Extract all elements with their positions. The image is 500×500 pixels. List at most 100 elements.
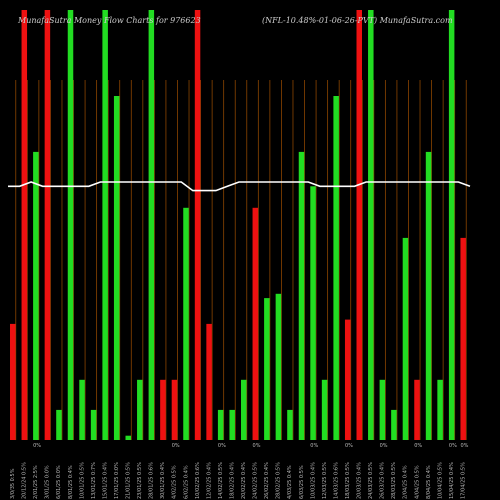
date-label: 8/04/25 0:4% — [426, 465, 432, 499]
bar — [21, 10, 28, 440]
bars — [10, 10, 466, 440]
bar — [148, 10, 155, 440]
bar — [437, 379, 443, 440]
date-label: 4/04/25 0:5% — [414, 465, 420, 499]
bar — [368, 10, 374, 440]
bar — [56, 409, 62, 440]
bar — [90, 409, 97, 440]
date-label: 26/02/25 0:4% — [264, 462, 270, 499]
date-label: 8/01/25 0:4% — [68, 465, 74, 499]
percent-mark: 0% — [172, 443, 180, 449]
bar — [10, 323, 16, 440]
date-label: 4/02/25 0:5% — [172, 465, 178, 499]
bar — [425, 151, 432, 440]
date-label: 10/01/25 0:5% — [79, 462, 85, 499]
date-label: 28/03/25 0:5% — [391, 462, 397, 499]
bar — [275, 293, 282, 440]
percent-mark: 0% — [414, 443, 422, 449]
date-label: 20/03/25 0:4% — [357, 462, 363, 499]
date-label: 13/01/25 0:7% — [91, 462, 97, 499]
bar — [183, 207, 189, 440]
bar — [356, 10, 362, 440]
date-label: 24/03/25 0:5% — [368, 462, 374, 499]
date-labels: 3/0/35 0:5% 20/12/24 0:5% 2/01/25 2:5% 3/01… — [10, 462, 466, 499]
date-label: 17/01/25 0:0% — [114, 462, 120, 499]
date-label: 6/02/25 0:4% — [183, 465, 189, 499]
date-label: 28/01/25 0:6% — [149, 462, 155, 499]
bar — [137, 379, 143, 440]
date-label: 15/01/25 0:4% — [102, 462, 108, 499]
bar — [113, 96, 120, 440]
percent-mark: 0% — [345, 443, 353, 449]
percent-mark: 0% — [218, 443, 226, 449]
date-label: 24/02/25 0:5% — [253, 462, 259, 499]
bar — [125, 435, 131, 440]
bar — [391, 409, 397, 440]
date-label: 3/0/35 0:5% — [10, 468, 16, 499]
bar — [460, 237, 466, 440]
date-label: 18/02/25 0:4% — [229, 462, 235, 499]
date-label: 17/04/25 0:5% — [460, 462, 466, 499]
series-line — [8, 181, 471, 192]
date-label: 30/01/25 0:4% — [160, 462, 166, 499]
bar — [321, 379, 328, 440]
bar — [448, 10, 455, 440]
date-label: 12/03/25 0:5% — [322, 462, 328, 499]
date-label: 14/03/25 0:6% — [333, 462, 339, 499]
date-label: 10/04/25 0:5% — [437, 462, 443, 499]
date-label: 10/02/25 0:6% — [195, 462, 201, 499]
date-label: 2/01/25 2:5% — [33, 465, 39, 499]
bar — [160, 379, 166, 440]
bar — [252, 207, 259, 440]
percent-marks: 0% 0% 0% 0% 0% 0% 0% 0% 0% 0% — [33, 443, 469, 449]
percent-mark: 0% — [310, 443, 318, 449]
date-label: 23/01/25 0:5% — [137, 462, 143, 499]
bar — [102, 10, 108, 440]
chart-title-left: MunafaSutra Money Flow Charts for 976623 — [17, 16, 201, 25]
percent-mark: 0% — [253, 443, 261, 449]
bar — [33, 151, 39, 440]
bar — [194, 10, 201, 440]
bar — [217, 409, 224, 440]
date-label: 28/02/25 0:5% — [276, 462, 282, 499]
date-label: 10/03/25 0:4% — [310, 462, 316, 499]
bar — [344, 319, 351, 440]
date-label: 3/01/25 0:0% — [45, 465, 51, 499]
price-line — [8, 181, 471, 192]
bar — [310, 186, 316, 440]
date-label: 18/03/25 0:5% — [345, 462, 351, 499]
date-label: 15/04/25 0:4% — [449, 462, 455, 499]
bar — [206, 323, 212, 440]
date-label: 4/03/25 0:4% — [287, 465, 293, 499]
date-label: 20/12/24 0:5% — [22, 462, 28, 499]
date-label: 21/01/25 0:5% — [126, 462, 132, 499]
percent-mark: 0% — [33, 443, 41, 449]
date-label: 26/03/25 0:4% — [380, 462, 386, 499]
bar — [414, 379, 420, 440]
grid-lines — [15, 80, 467, 440]
bar — [44, 10, 51, 440]
date-label: 6/01/25 0:0% — [56, 465, 62, 499]
bar — [79, 379, 85, 440]
date-label: 14/02/25 0:5% — [218, 462, 224, 499]
percent-mark: 0% — [380, 443, 388, 449]
bar — [298, 151, 305, 440]
bar — [171, 379, 178, 440]
date-label: 20/02/25 0:4% — [241, 462, 247, 499]
bar — [67, 10, 74, 440]
bar — [264, 298, 270, 440]
bar — [379, 379, 386, 440]
bar — [402, 237, 409, 440]
percent-mark: 0% — [449, 443, 457, 449]
bar — [241, 379, 247, 440]
bar — [287, 409, 293, 440]
date-label: 6/03/25 0:5% — [299, 465, 305, 499]
chart-title-right: (NFL-10.48%-01-06-26-PVT) MunafaSutra.co… — [262, 16, 453, 25]
date-label: 2/04/25 0:4% — [403, 465, 409, 499]
date-label: 12/02/25 0:4% — [206, 462, 212, 499]
bar — [229, 409, 235, 440]
bar — [333, 96, 339, 440]
percent-mark: 0% — [460, 443, 468, 449]
